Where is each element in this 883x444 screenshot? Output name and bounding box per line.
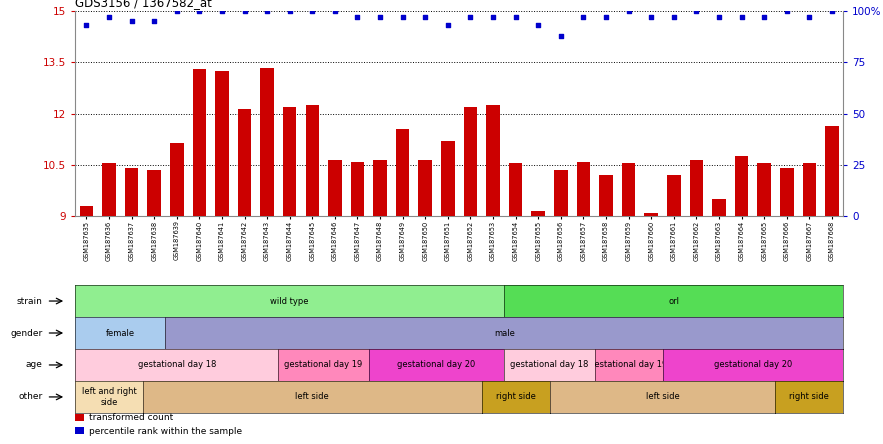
Bar xyxy=(577,162,590,216)
Bar xyxy=(735,156,749,216)
Point xyxy=(170,8,184,15)
Bar xyxy=(487,105,500,216)
Point xyxy=(464,14,478,21)
Text: wild type: wild type xyxy=(270,297,309,305)
Point xyxy=(419,14,433,21)
Point xyxy=(780,8,794,15)
Point xyxy=(509,14,523,21)
Text: left and right
side: left and right side xyxy=(81,387,136,407)
Bar xyxy=(667,175,681,216)
Bar xyxy=(351,162,365,216)
Point xyxy=(645,14,659,21)
Point xyxy=(260,8,275,15)
Point xyxy=(306,8,320,15)
Bar xyxy=(780,168,794,216)
Bar xyxy=(283,107,297,216)
Point xyxy=(554,32,568,39)
Text: gestational day 20: gestational day 20 xyxy=(397,361,476,369)
Point xyxy=(712,14,726,21)
Text: transformed count: transformed count xyxy=(88,413,173,422)
Point xyxy=(735,14,749,21)
Point xyxy=(690,8,704,15)
Bar xyxy=(758,163,771,216)
Text: male: male xyxy=(494,329,515,337)
Bar xyxy=(645,213,658,216)
Text: gestational day 20: gestational day 20 xyxy=(713,361,792,369)
Text: orl: orl xyxy=(668,297,679,305)
Bar xyxy=(125,168,139,216)
Point xyxy=(215,8,229,15)
Text: gestational day 19: gestational day 19 xyxy=(284,361,363,369)
Text: percentile rank within the sample: percentile rank within the sample xyxy=(88,427,242,436)
Bar xyxy=(690,160,703,216)
Point xyxy=(803,14,817,21)
Point xyxy=(577,14,591,21)
Text: left side: left side xyxy=(296,392,329,401)
Text: strain: strain xyxy=(17,297,42,305)
Text: GDS3156 / 1367582_at: GDS3156 / 1367582_at xyxy=(75,0,212,8)
Text: age: age xyxy=(26,361,42,369)
Text: other: other xyxy=(19,392,42,401)
Point xyxy=(757,14,771,21)
Point xyxy=(79,22,94,29)
Text: left side: left side xyxy=(645,392,679,401)
Point xyxy=(238,8,252,15)
Bar xyxy=(192,69,206,216)
Bar xyxy=(75,414,84,420)
Point xyxy=(396,14,410,21)
Point xyxy=(486,14,500,21)
Text: right side: right side xyxy=(495,392,536,401)
Bar xyxy=(713,199,726,216)
Point xyxy=(825,8,839,15)
Point xyxy=(622,8,636,15)
Bar xyxy=(554,170,568,216)
Bar xyxy=(419,160,432,216)
Bar xyxy=(238,108,252,216)
Bar xyxy=(147,170,161,216)
Point xyxy=(532,22,546,29)
Bar xyxy=(532,211,545,216)
Bar xyxy=(306,105,319,216)
Point xyxy=(283,8,297,15)
Point xyxy=(441,22,455,29)
Bar xyxy=(328,160,342,216)
Point xyxy=(102,14,116,21)
Text: right side: right side xyxy=(789,392,829,401)
Bar xyxy=(374,160,387,216)
Point xyxy=(125,18,139,25)
Text: gestational day 18: gestational day 18 xyxy=(138,361,216,369)
Text: gender: gender xyxy=(11,329,42,337)
Point xyxy=(599,14,613,21)
Bar xyxy=(170,143,184,216)
Bar xyxy=(464,107,477,216)
Bar xyxy=(442,141,455,216)
Bar xyxy=(600,175,613,216)
Point xyxy=(192,8,207,15)
Text: gestational day 18: gestational day 18 xyxy=(510,361,589,369)
Bar xyxy=(826,126,839,216)
Bar xyxy=(509,163,523,216)
Text: gestational day 19: gestational day 19 xyxy=(590,361,668,369)
Bar xyxy=(79,206,93,216)
Bar xyxy=(803,163,816,216)
Point xyxy=(351,14,365,21)
Bar xyxy=(75,428,84,434)
Point xyxy=(373,14,387,21)
Bar xyxy=(260,67,274,216)
Point xyxy=(667,14,681,21)
Bar xyxy=(396,129,410,216)
Point xyxy=(147,18,162,25)
Text: female: female xyxy=(106,329,135,337)
Point xyxy=(328,8,342,15)
Bar xyxy=(102,163,116,216)
Bar xyxy=(622,163,636,216)
Bar xyxy=(215,71,229,216)
